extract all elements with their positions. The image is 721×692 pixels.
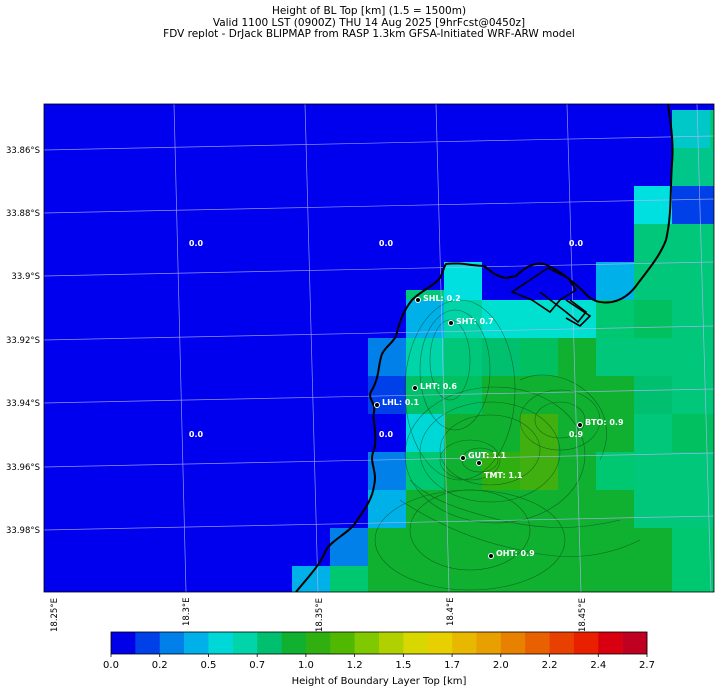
station-dot: [460, 455, 466, 461]
colorbar-swatch: [257, 632, 282, 654]
colorbar-swatch: [111, 632, 136, 654]
colorbar-swatch: [159, 632, 185, 654]
station-dot: [488, 553, 494, 559]
latitude-axis: 33.86°S 33.88°S 33.9°S 33.92°S 33.94°S 3…: [6, 146, 40, 536]
graticule: [44, 104, 714, 592]
lat-tick-label: 33.94°S: [6, 399, 40, 409]
colorbar-swatch: [549, 632, 575, 654]
colorbar-tick-label: 0.5: [201, 660, 217, 671]
colorbar-swatch: [598, 632, 623, 654]
station-dot: [577, 422, 583, 428]
coastline: [295, 104, 674, 592]
station-dot: [374, 402, 380, 408]
lon-tick-label: 18.25°E: [50, 598, 60, 632]
map-frame: [43, 103, 715, 593]
colorbar-tick-label: 0.2: [152, 660, 168, 671]
lon-tick-label: 18.4°E: [446, 597, 456, 626]
map-subtitle-valid-time: Valid 1100 LST (0900Z) THU 14 Aug 2025 […: [212, 16, 526, 29]
colorbar-swatch: [354, 632, 380, 654]
station-label-shl: SHL: 0.2: [423, 294, 461, 303]
lon-tick-label: 18.35°E: [315, 598, 325, 632]
station-label-lhl: LHL: 0.1: [382, 398, 419, 407]
colorbar-tick-label: 1.5: [395, 660, 411, 671]
colorbar-tick-label: 1.2: [347, 660, 363, 671]
colorbar-label: Height of Boundary Layer Top [km]: [292, 676, 467, 687]
map-area: [44, 104, 714, 592]
colorbar-swatch: [305, 632, 331, 654]
station-dot: [412, 385, 418, 391]
colorbar-frame: [110, 631, 648, 655]
colorbar-swatch: [427, 632, 453, 654]
lat-tick-label: 33.96°S: [6, 463, 40, 473]
station-label-oht: OHT: 0.9: [496, 549, 535, 558]
grid-value: 0.0: [189, 430, 204, 439]
lon-tick-label: 18.3°E: [182, 597, 192, 626]
grid-value: 0.0: [379, 239, 394, 248]
colorbar-swatch: [476, 632, 502, 654]
colorbar-tick-label: 2.0: [493, 660, 509, 671]
colorbar-swatch: [403, 632, 429, 654]
lat-tick-label: 33.88°S: [6, 209, 40, 219]
colorbar-tick-label: 0.7: [249, 660, 265, 671]
grid-value-labels: 0.0 0.0 0.0 0.0 0.0 0.9: [189, 239, 584, 439]
colorbar-swatches: [111, 632, 648, 654]
station-label-lht: LHT: 0.6: [420, 382, 457, 391]
colorbar-ticks: 0.0 0.2 0.5 0.7 1.0 1.2 1.5 1.7 2.0 2.2 2.4 2.7: [103, 654, 655, 671]
harbour-outline: [510, 267, 588, 324]
station-label-sht: SHT: 0.7: [456, 317, 494, 326]
station-label-bto: BTO: 0.9: [585, 418, 624, 427]
colorbar-swatch: [500, 632, 526, 654]
colorbar-swatch: [622, 632, 648, 654]
colorbar-swatch: [330, 632, 355, 654]
station-dot: [415, 297, 421, 303]
colorbar-swatch: [525, 632, 550, 654]
grid-value: 0.0: [189, 239, 204, 248]
map-subtitle-model: FDV replot - DrJack BLIPMAP from RASP 1.…: [163, 28, 575, 40]
station-markers: SHL: 0.2 SHT: 0.7 LHT: 0.6 LHL: 0.1 BTO:…: [374, 294, 624, 559]
colorbar-tick-label: 2.4: [590, 660, 606, 671]
colorbar-swatch: [135, 632, 161, 654]
colorbar-swatch: [184, 632, 209, 654]
colorbar-swatch: [379, 632, 404, 654]
colorbar-swatch: [232, 632, 258, 654]
station-label-gut: GUT: 1.1: [468, 451, 507, 460]
colorbar-swatch: [452, 632, 477, 654]
colorbar-tick-label: 1.0: [298, 660, 314, 671]
lat-tick-label: 33.98°S: [6, 526, 40, 536]
colorbar-tick-label: 1.7: [444, 660, 460, 671]
colorbar-swatch: [208, 632, 234, 654]
lat-tick-label: 33.86°S: [6, 146, 40, 156]
map-title: Height of BL Top [km] (1.5 = 1500m): [271, 5, 467, 17]
lat-tick-label: 33.92°S: [6, 336, 40, 346]
lat-tick-label: 33.9°S: [11, 272, 40, 282]
colorbar-tick-label: 2.2: [542, 660, 558, 671]
grid-value: 0.9: [569, 430, 584, 439]
colorbar-swatch: [281, 632, 307, 654]
colorbar: 0.0 0.2 0.5 0.7 1.0 1.2 1.5 1.7 2.0 2.2 2.4 2.7 Hei…: [103, 631, 655, 687]
terrain-contours: [374, 299, 641, 591]
colorbar-swatch: [573, 632, 599, 654]
lon-tick-label: 18.45°E: [578, 598, 588, 632]
colorbar-tick-label: 0.0: [103, 660, 119, 671]
colorbar-tick-label: 2.7: [639, 660, 655, 671]
station-label-tmt: TMT: 1.1: [484, 471, 523, 480]
grid-value: 0.0: [379, 430, 394, 439]
longitude-axis: 18.25°E 18.3°E 18.35°E 18.4°E 18.45°E: [50, 597, 588, 632]
station-dot: [448, 320, 454, 326]
grid-value: 0.0: [569, 239, 584, 248]
station-dot: [476, 460, 482, 466]
